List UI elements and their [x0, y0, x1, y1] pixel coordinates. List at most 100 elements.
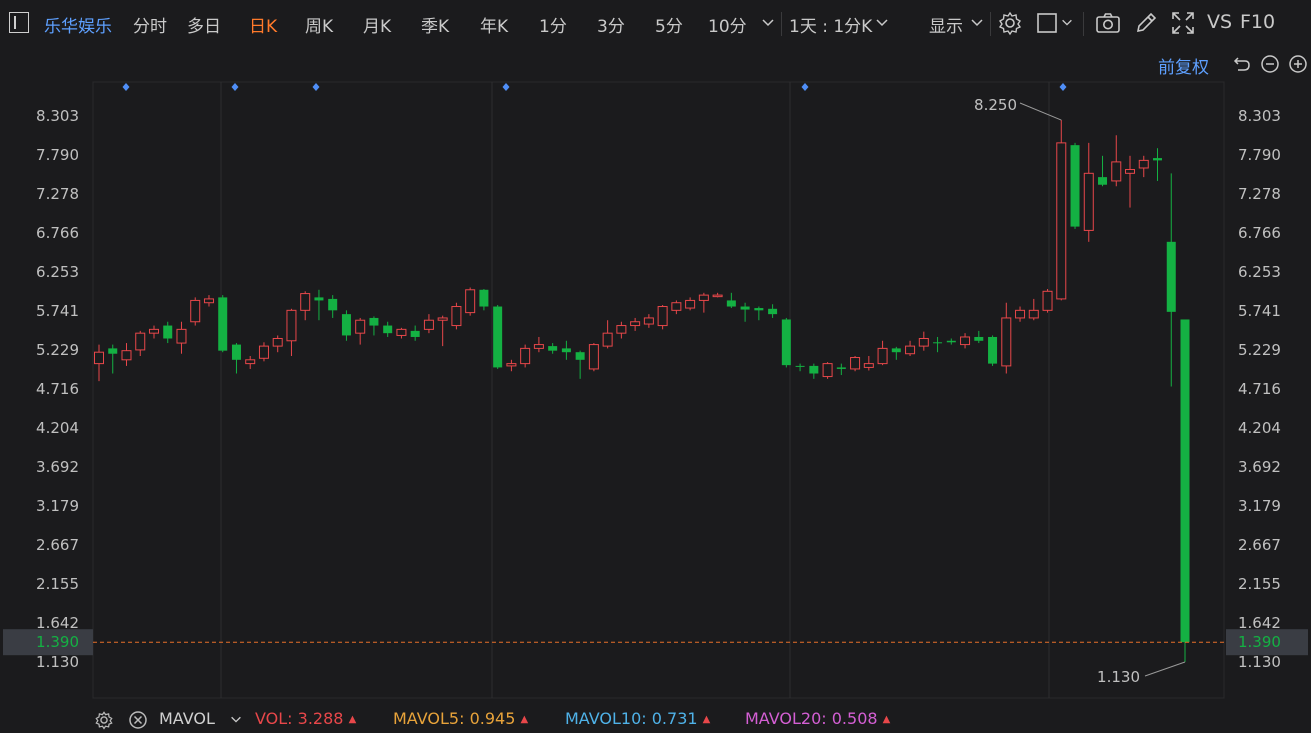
y-tick-label-left: 3.179 [36, 497, 79, 515]
candle-body [657, 306, 668, 327]
y-tick-label-left: 7.790 [36, 146, 79, 164]
candle-body [616, 325, 627, 334]
chevron-down-icon[interactable] [229, 712, 243, 726]
mavol20-value: 0.508 [831, 709, 878, 728]
high-annotation-label: 8.250 [974, 96, 1017, 114]
candle-body [272, 337, 283, 347]
up-triangle-icon: ▲ [520, 714, 529, 725]
close-icon[interactable] [128, 710, 148, 730]
chevron-down-icon[interactable] [760, 14, 776, 30]
chevron-down-icon[interactable] [874, 14, 890, 30]
candle-body [891, 348, 901, 353]
candle-body [850, 357, 861, 370]
y-tick-label-left: 4.204 [36, 419, 79, 437]
candle-body [740, 306, 750, 310]
period-tab-5min[interactable]: 5分 [655, 17, 683, 37]
y-tick-label-left: 3.692 [36, 458, 79, 476]
y-tick-label-left: 5.741 [36, 302, 79, 320]
y-tick-label-right: 1.642 [1238, 614, 1281, 632]
indicator-select[interactable]: MAVOL [159, 709, 215, 728]
candle-body [548, 346, 558, 351]
zoom-out-icon[interactable] [1260, 54, 1280, 74]
candlestick-chart[interactable]: 8.303 8.303 7.790 7.790 7.278 7.278 6.766 6.766… [0, 0, 1311, 705]
period-tab-3min[interactable]: 3分 [597, 17, 625, 37]
candle-body [1098, 177, 1108, 185]
period-tab-jik[interactable]: 季K [421, 17, 450, 37]
candle-body [1166, 241, 1176, 312]
y-tick-label-left: 4.716 [36, 380, 79, 398]
period-tab-duori[interactable]: 多日 [187, 17, 221, 37]
y-tick-label-left: 6.766 [36, 224, 79, 242]
stock-name[interactable]: 乐华娱乐 [44, 17, 112, 37]
y-tick-label-right: 2.667 [1238, 536, 1281, 554]
y-tick-label-left: 7.278 [36, 185, 79, 203]
zoom-in-icon[interactable] [1288, 54, 1308, 74]
y-tick-label-right: 8.303 [1238, 107, 1281, 125]
candle-body [1015, 309, 1026, 319]
rectangle-draw-icon[interactable] [1036, 10, 1062, 36]
vol-value: 3.288 [297, 709, 344, 728]
candle-body [203, 298, 214, 304]
candle-body [561, 348, 571, 353]
period-tab-1min[interactable]: 1分 [539, 17, 567, 37]
y-tick-label-right: 4.716 [1238, 380, 1281, 398]
y-tick-label-left: 8.303 [36, 107, 79, 125]
candle-body [1111, 161, 1122, 182]
event-marker-icon [502, 83, 510, 91]
display-menu[interactable]: 显示 [929, 17, 963, 37]
candle-body [1042, 290, 1053, 311]
candle-body [588, 344, 599, 370]
event-marker-icon [1059, 83, 1067, 91]
period-tab-niank[interactable]: 年K [480, 17, 509, 37]
pencil-icon[interactable] [1133, 10, 1159, 36]
expand-icon[interactable] [1170, 10, 1196, 36]
candle-body [946, 340, 956, 343]
y-tick-label-right: 5.229 [1238, 341, 1281, 359]
candle-body [960, 336, 971, 346]
vs-button[interactable]: VS [1207, 11, 1233, 33]
candle-body [245, 359, 256, 365]
event-marker-icon [122, 83, 130, 91]
candle-body [671, 302, 682, 311]
candle-body [108, 348, 118, 354]
period-tab-yuek[interactable]: 月K [363, 17, 392, 37]
period-tab-rik[interactable]: 日K [249, 17, 278, 37]
candle-body [809, 365, 819, 374]
candle-body [341, 314, 351, 336]
f10-button[interactable]: F10 [1240, 11, 1276, 33]
settings-gear-icon[interactable] [94, 710, 114, 730]
candle-body [712, 294, 723, 298]
vol-label: VOL: 3.288 ▲ [255, 709, 357, 728]
candle-body [905, 345, 916, 355]
sidebar-toggle-icon[interactable] [9, 12, 29, 33]
up-triangle-icon: ▲ [882, 714, 891, 725]
low-annotation-line [1144, 661, 1186, 677]
period-tab-fenshi[interactable]: 分时 [133, 17, 167, 37]
candle-body [121, 350, 132, 361]
period-tab-10min[interactable]: 10分 [708, 17, 747, 37]
mavol5-value: 0.945 [469, 709, 516, 728]
candle-body [781, 319, 791, 366]
candle-body [863, 363, 874, 368]
chevron-down-icon[interactable] [1060, 14, 1074, 30]
y-tick-label-left: 1.130 [36, 653, 79, 671]
adjust-type-button[interactable]: 前复权 [1158, 58, 1209, 78]
chevron-down-icon[interactable] [969, 14, 985, 30]
interval-select[interactable]: 1天 : 1分K [789, 17, 873, 37]
undo-icon[interactable] [1232, 54, 1252, 74]
y-tick-label-left: 2.155 [36, 575, 79, 593]
candle-body [1001, 317, 1012, 367]
candle-body [355, 319, 366, 334]
y-tick-label-left: 5.229 [36, 341, 79, 359]
candle-body [726, 300, 736, 307]
settings-gear-icon[interactable] [997, 10, 1023, 36]
candle-body [410, 330, 420, 337]
up-triangle-icon: ▲ [348, 714, 357, 725]
candle-body [1180, 319, 1190, 643]
event-marker-icon [312, 83, 320, 91]
camera-icon[interactable] [1095, 10, 1121, 36]
candle-body [602, 332, 613, 347]
y-tick-label-right: 3.179 [1238, 497, 1281, 515]
period-tab-zhouk[interactable]: 周K [305, 17, 334, 37]
candle-body [369, 317, 379, 326]
